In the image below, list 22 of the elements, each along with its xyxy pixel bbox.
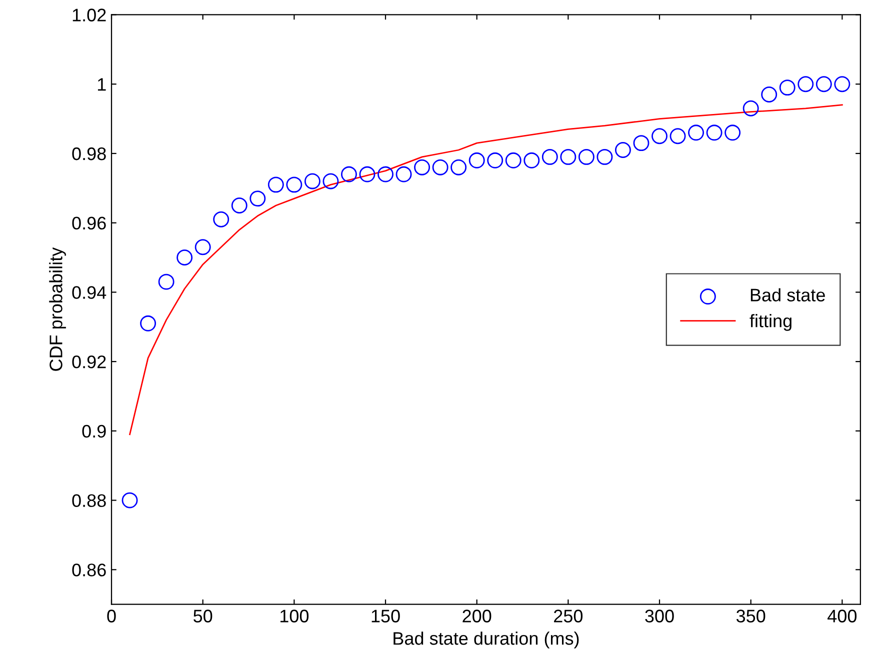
y-tick-label: 0.9 <box>82 424 106 438</box>
x-tick-label: 0 <box>107 610 116 622</box>
y-tick-label: 0.96 <box>72 216 106 230</box>
y-tick-label: 1 <box>98 78 106 91</box>
x-tick-label: 400 <box>828 610 857 622</box>
legend-label: fitting <box>750 314 792 331</box>
y-tick-label: 0.86 <box>72 564 106 576</box>
x-tick-label: 200 <box>462 610 492 622</box>
legend-label: Bad state <box>750 288 825 302</box>
x-tick-label: 350 <box>736 610 766 622</box>
y-tick-label: 1.02 <box>72 8 106 22</box>
y-tick-label: 0.94 <box>72 286 106 299</box>
y-tick-label: 0.98 <box>72 147 106 160</box>
y-tick-label: 0.88 <box>72 494 106 508</box>
y-axis-title: CDF probability <box>49 247 66 371</box>
x-axis-title: Bad state duration (ms) <box>394 632 579 648</box>
x-tick-label: 50 <box>194 610 212 622</box>
x-tick-label: 250 <box>554 610 583 622</box>
x-tick-label: 100 <box>280 610 309 622</box>
x-tick-label: 150 <box>372 610 400 622</box>
y-tick-label: 0.92 <box>72 356 106 368</box>
x-tick-label: 300 <box>645 610 674 622</box>
